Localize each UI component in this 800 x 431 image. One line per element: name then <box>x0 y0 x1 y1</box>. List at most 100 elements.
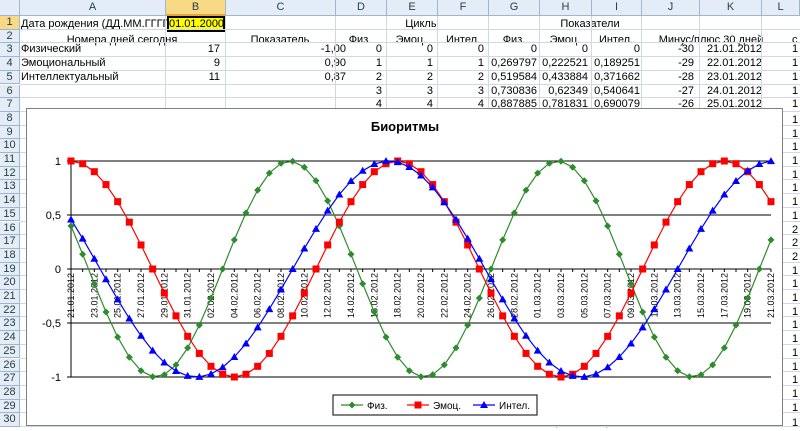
cell-F7[interactable]: 4 <box>477 98 484 111</box>
row-header-11[interactable]: 11 <box>0 153 20 167</box>
row-header-15[interactable]: 15 <box>0 207 20 222</box>
cell-K3[interactable]: 21.01.2012 <box>706 43 762 56</box>
row-header-20[interactable]: 20 <box>0 276 20 290</box>
cell-L22[interactable]: 1 <box>792 305 799 318</box>
cell-J4[interactable]: -29 <box>678 57 694 70</box>
cell-I5[interactable]: 0,371662 <box>594 70 640 83</box>
cell-L30[interactable]: 1 <box>792 417 799 429</box>
cell-D3[interactable]: 0 <box>375 43 382 56</box>
cell-F4[interactable]: 1 <box>477 57 484 70</box>
cell-L11[interactable]: 1 <box>792 155 799 167</box>
row-header-29[interactable]: 29 <box>0 399 20 414</box>
cell-D4[interactable]: 1 <box>375 57 382 70</box>
cell-L28[interactable]: 1 <box>792 387 799 400</box>
row-header-16[interactable]: 16 <box>0 221 20 236</box>
cell-L19[interactable]: 1 <box>792 264 799 277</box>
cell-L14[interactable]: 1 <box>792 196 799 209</box>
cell-A5[interactable]: Интеллектуальный <box>21 70 119 83</box>
cell-E4[interactable]: 1 <box>426 57 433 70</box>
cell-H1[interactable]: Показатели <box>560 18 620 30</box>
cell-F5[interactable]: 2 <box>477 70 484 83</box>
cell-L21[interactable]: 1 <box>792 292 799 304</box>
cell-G4[interactable]: 0,269797 <box>491 57 537 70</box>
cell-L10[interactable]: 1 <box>792 141 799 154</box>
cell-G7[interactable]: 0,887885 <box>491 98 537 111</box>
row-header-21[interactable]: 21 <box>0 290 20 304</box>
cell-L13[interactable]: 1 <box>792 182 799 195</box>
cell-L29[interactable]: 1 <box>792 401 799 414</box>
cell-G5[interactable]: 0,519584 <box>491 70 537 83</box>
cell-E5[interactable]: 2 <box>426 70 433 83</box>
cell-B5[interactable]: 11 <box>208 70 220 83</box>
cell-L20[interactable]: 1 <box>792 278 799 291</box>
row-header-23[interactable]: 23 <box>0 317 20 332</box>
row-header-19[interactable]: 19 <box>0 262 20 277</box>
row-header-7[interactable]: 7 <box>0 98 20 112</box>
cell-L7[interactable]: 1 <box>792 98 799 111</box>
cell-J7[interactable]: -26 <box>678 98 694 111</box>
cell-C5[interactable]: 0,87 <box>226 71 346 85</box>
cell-B1-active[interactable]: 01.01.2000 <box>167 16 225 32</box>
column-header-G[interactable]: G <box>489 0 540 16</box>
cell-D6[interactable]: 3 <box>375 84 382 97</box>
cell-L2[interactable]: с <box>792 34 798 46</box>
column-header-L[interactable]: L <box>762 0 800 16</box>
cell-G3[interactable]: 0 <box>530 43 537 56</box>
cell-I7[interactable]: 0,690079 <box>594 98 640 111</box>
cell-L18[interactable]: 2 <box>792 250 799 263</box>
cell-L23[interactable]: 1 <box>792 319 799 332</box>
column-header-A[interactable]: A <box>20 0 166 16</box>
cell-A1[interactable]: Дата рождения (ДД.ММ.ГГГГ) <box>21 18 173 30</box>
column-header-D[interactable]: D <box>336 0 387 16</box>
cell-C3[interactable]: -1,00 <box>320 43 346 56</box>
cell-K7[interactable]: 25.01.2012 <box>706 98 762 111</box>
cell-E6[interactable]: 3 <box>426 84 433 97</box>
row-header-26[interactable]: 26 <box>0 358 20 373</box>
cell-I3[interactable]: 0 <box>633 43 640 56</box>
cell-H4[interactable]: 0,222521 <box>542 57 588 70</box>
column-header-E[interactable]: E <box>387 0 438 16</box>
row-header-24[interactable]: 24 <box>0 331 20 345</box>
cell-L3[interactable]: 1 <box>792 43 799 56</box>
cell-H6[interactable]: 0,62349 <box>548 84 588 97</box>
row-header-9[interactable]: 9 <box>0 125 20 140</box>
cell-L27[interactable]: 1 <box>792 374 799 387</box>
column-header-B[interactable]: B <box>166 0 226 16</box>
column-header-F[interactable]: F <box>438 0 489 16</box>
cell-L12[interactable]: 1 <box>792 168 799 181</box>
cell-L16[interactable]: 2 <box>792 223 799 236</box>
cell-L5[interactable]: 1 <box>792 70 799 83</box>
row-header-25[interactable]: 25 <box>0 344 20 359</box>
row-header-3[interactable]: 3 <box>0 43 20 58</box>
cell-L9[interactable]: 1 <box>792 127 799 140</box>
cell-F6[interactable]: 3 <box>477 84 484 97</box>
cell-H5[interactable]: 0,433884 <box>542 70 588 83</box>
row-header-8[interactable]: 8 <box>0 111 20 126</box>
cell-D5[interactable]: 2 <box>375 70 382 83</box>
cell-I4[interactable]: 0,189251 <box>594 57 640 70</box>
cell-L15[interactable]: 1 <box>792 209 799 222</box>
row-header-12[interactable]: 12 <box>0 166 20 181</box>
cell-J5[interactable]: -28 <box>678 70 694 83</box>
row-header-28[interactable]: 28 <box>0 385 20 400</box>
row-header-10[interactable]: 10 <box>0 139 20 153</box>
cell-L26[interactable]: 1 <box>792 360 799 373</box>
cell-L6[interactable]: 1 <box>792 84 799 97</box>
column-header-J[interactable]: J <box>642 0 700 16</box>
row-header-30[interactable]: 30 <box>0 413 20 427</box>
cell-E7[interactable]: 4 <box>426 98 433 111</box>
row-header-17[interactable]: 17 <box>0 235 20 249</box>
row-header-14[interactable]: 14 <box>0 194 20 208</box>
cell-B3[interactable]: 17 <box>207 43 220 56</box>
row-header-2[interactable]: 2 <box>0 29 20 44</box>
column-header-H[interactable]: H <box>540 0 592 16</box>
column-header-C[interactable]: C <box>226 0 336 16</box>
cell-F3[interactable]: 0 <box>477 43 484 56</box>
column-header-K[interactable]: K <box>700 0 762 16</box>
cell-J3[interactable]: -30 <box>678 43 694 56</box>
cell-L4[interactable]: 1 <box>792 57 799 70</box>
cell-C4[interactable]: 0,90 <box>226 57 346 71</box>
cell-B4[interactable]: 9 <box>213 57 220 70</box>
cell-J6[interactable]: -27 <box>678 84 694 97</box>
cell-A3[interactable]: Физический <box>21 43 82 56</box>
